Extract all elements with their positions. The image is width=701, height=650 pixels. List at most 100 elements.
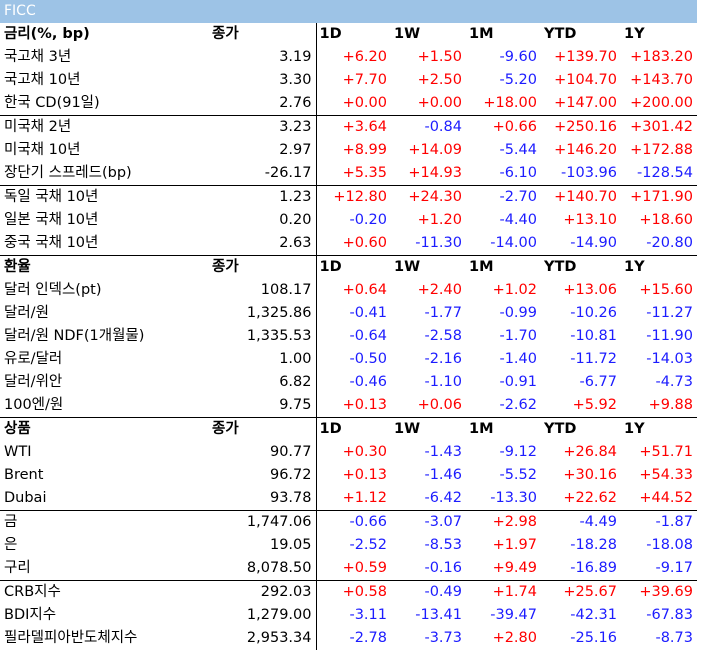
change-ytd: +5.92 bbox=[572, 397, 617, 413]
table-row: CRB지수 292.03 +0.58 -0.49 +1.74 +25.67 +39.69 bbox=[0, 580, 697, 604]
change-y1: +143.70 bbox=[630, 72, 693, 88]
change-y1: -8.73 bbox=[655, 630, 693, 646]
row-label: Brent bbox=[4, 467, 44, 483]
close-value: 292.03 bbox=[209, 580, 317, 604]
change-d1: +0.59 bbox=[342, 560, 387, 576]
row-label: 은 bbox=[4, 537, 18, 553]
change-d1: -0.46 bbox=[349, 374, 387, 390]
col-1m-header: 1M bbox=[466, 255, 541, 279]
change-ytd: -14.90 bbox=[570, 235, 617, 251]
change-d1: -2.78 bbox=[349, 630, 387, 646]
close-value: 1,747.06 bbox=[209, 510, 317, 534]
change-m1: -2.62 bbox=[499, 397, 537, 413]
change-w1: -1.43 bbox=[424, 444, 462, 460]
change-w1: +14.93 bbox=[408, 165, 462, 181]
close-header: 종가 bbox=[209, 255, 317, 279]
change-m1: -4.40 bbox=[499, 212, 537, 228]
change-ytd: +104.70 bbox=[554, 72, 617, 88]
col-ytd-header: YTD bbox=[544, 26, 577, 42]
change-y1: -1.87 bbox=[621, 510, 697, 534]
close-value: 2.76 bbox=[209, 92, 317, 116]
change-ytd: -4.49 bbox=[541, 510, 621, 534]
table-row: 국고채 3년 3.19 +6.20 +1.50 -9.60 +139.70 +183.20 bbox=[0, 46, 697, 69]
change-y1: +183.20 bbox=[630, 49, 693, 65]
change-ytd: +147.00 bbox=[554, 95, 617, 111]
change-ytd: +26.84 bbox=[563, 444, 617, 460]
table-row: Dubai 93.78 +1.12 -6.42 -13.30 +22.62 +44.52 bbox=[0, 487, 697, 511]
col-1w-header: 1W bbox=[391, 255, 466, 279]
col-1w-header: 1W bbox=[394, 26, 421, 42]
change-ytd: -6.77 bbox=[579, 374, 617, 390]
change-m1: -1.40 bbox=[499, 351, 537, 367]
close-value: 93.78 bbox=[209, 487, 317, 511]
close-value: 1.23 bbox=[209, 185, 317, 209]
row-label: 미국채 2년 bbox=[0, 115, 209, 139]
change-ytd: +25.67 bbox=[541, 580, 621, 604]
change-w1: -0.49 bbox=[391, 580, 466, 604]
change-ytd: -16.89 bbox=[570, 560, 617, 576]
change-m1: -9.60 bbox=[499, 49, 537, 65]
change-y1: -11.90 bbox=[646, 328, 693, 344]
table-row: 100엔/원 9.75 +0.13 +0.06 -2.62 +5.92 +9.88 bbox=[0, 394, 697, 418]
change-w1: -0.16 bbox=[424, 560, 462, 576]
table-row: 국고채 10년 3.30 +7.70 +2.50 -5.20 +104.70 +143.70 bbox=[0, 69, 697, 92]
close-value: 3.30 bbox=[209, 69, 317, 92]
change-w1: -1.77 bbox=[424, 305, 462, 321]
change-d1: +0.30 bbox=[342, 444, 387, 460]
row-label: 국고채 10년 bbox=[4, 72, 81, 88]
change-y1: -67.83 bbox=[646, 607, 693, 623]
change-ytd: -42.31 bbox=[570, 607, 617, 623]
change-y1: -4.73 bbox=[655, 374, 693, 390]
close-value: 8,078.50 bbox=[209, 557, 317, 581]
change-m1: +18.00 bbox=[483, 95, 537, 111]
table-row: 일본 국채 10년 0.20 -0.20 +1.20 -4.40 +13.10 +18.60 bbox=[0, 209, 697, 232]
change-d1: +5.35 bbox=[342, 165, 387, 181]
change-d1: +0.64 bbox=[342, 282, 387, 298]
change-w1: -6.42 bbox=[424, 490, 462, 506]
close-value: 1,279.00 bbox=[209, 604, 317, 627]
change-d1: +3.64 bbox=[316, 115, 391, 139]
change-d1: -0.20 bbox=[349, 212, 387, 228]
change-w1: +0.06 bbox=[417, 397, 462, 413]
change-m1: +1.74 bbox=[466, 580, 541, 604]
table-row: 유로/달러 1.00 -0.50 -2.16 -1.40 -11.72 -14.03 bbox=[0, 348, 697, 371]
close-value: 3.19 bbox=[209, 46, 317, 69]
change-w1: -11.30 bbox=[415, 235, 462, 251]
change-m1: -0.91 bbox=[499, 374, 537, 390]
change-d1: -0.66 bbox=[316, 510, 391, 534]
change-y1: +51.71 bbox=[639, 444, 693, 460]
change-w1: -2.58 bbox=[424, 328, 462, 344]
close-value: 96.72 bbox=[209, 464, 317, 487]
change-m1: -13.30 bbox=[490, 490, 537, 506]
change-d1: +0.58 bbox=[316, 580, 391, 604]
table-row: 구리 8,078.50 +0.59 -0.16 +9.49 -16.89 -9.17 bbox=[0, 557, 697, 581]
row-label: 100엔/원 bbox=[4, 397, 64, 413]
change-w1: -2.16 bbox=[424, 351, 462, 367]
section-header-row: 금리(%, bp) 종가 1D 1W 1M YTD 1Y bbox=[0, 23, 697, 46]
change-d1: +0.00 bbox=[342, 95, 387, 111]
row-label: WTI bbox=[4, 444, 32, 460]
change-d1: -0.41 bbox=[349, 305, 387, 321]
table-row: 달러/위안 6.82 -0.46 -1.10 -0.91 -6.77 -4.73 bbox=[0, 371, 697, 394]
table-row: 중국 국채 10년 2.63 +0.60 -11.30 -14.00 -14.90 -20.… bbox=[0, 232, 697, 256]
change-w1: +2.40 bbox=[417, 282, 462, 298]
col-ytd-header: YTD bbox=[541, 255, 621, 279]
change-w1: -8.53 bbox=[424, 537, 462, 553]
close-value: 9.75 bbox=[209, 394, 317, 418]
row-label: 국고채 3년 bbox=[4, 49, 72, 65]
col-1m-header: 1M bbox=[469, 26, 494, 42]
change-d1: +0.60 bbox=[342, 235, 387, 251]
change-m1: -6.10 bbox=[499, 165, 537, 181]
change-ytd: -103.96 bbox=[561, 165, 617, 181]
change-m1: +9.49 bbox=[492, 560, 537, 576]
table-body: 금리(%, bp) 종가 1D 1W 1M YTD 1Y 국고채 3년 3.19 +6.20 +1.… bbox=[0, 23, 697, 650]
section-label: 환율 bbox=[0, 255, 209, 279]
change-d1: -0.64 bbox=[349, 328, 387, 344]
change-y1: +44.52 bbox=[639, 490, 693, 506]
row-label: 일본 국채 10년 bbox=[4, 212, 99, 228]
col-1y-header: 1Y bbox=[621, 417, 697, 441]
section-label: 금리(%, bp) bbox=[4, 26, 90, 42]
change-d1: +0.13 bbox=[342, 467, 387, 483]
change-m1: +2.80 bbox=[492, 630, 537, 646]
close-value: 6.82 bbox=[209, 371, 317, 394]
